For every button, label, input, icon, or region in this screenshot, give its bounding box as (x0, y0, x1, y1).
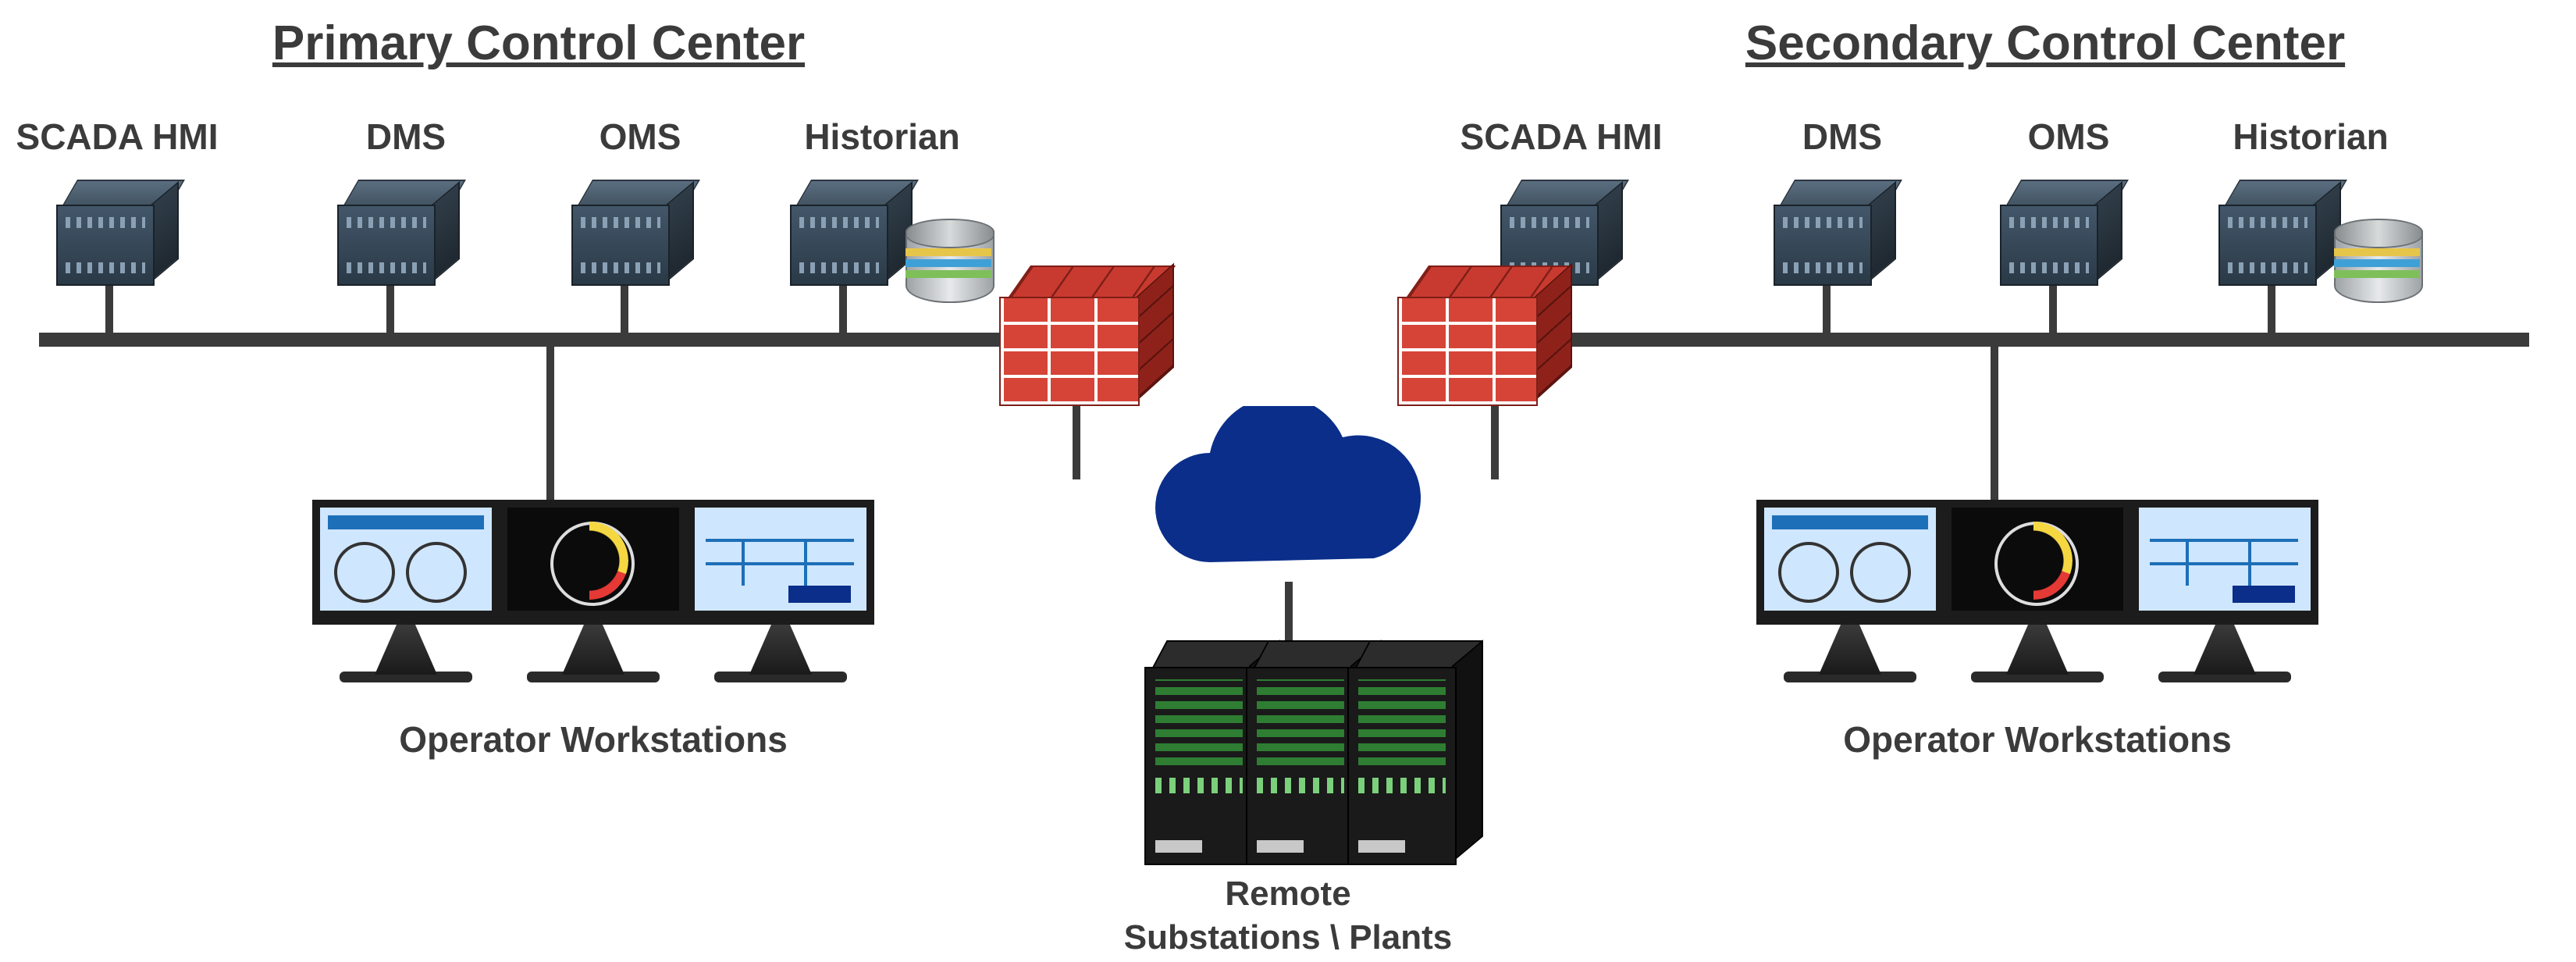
connector (546, 347, 554, 500)
label-oms-p: OMS (600, 116, 681, 158)
primary-title: Primary Control Center (272, 16, 805, 71)
label-dms-p: DMS (366, 116, 446, 158)
connector (839, 286, 847, 333)
cloud-icon (1140, 406, 1436, 609)
connector (1823, 286, 1831, 333)
label-scada-hmi-s: SCADA HMI (1461, 116, 1663, 158)
remote-label-1: Remote (1225, 875, 1350, 914)
server-icon (578, 180, 695, 289)
firewall-icon (999, 265, 1179, 429)
secondary-busbar (1483, 333, 2529, 347)
monitor-icon (2131, 500, 2318, 682)
connector (1991, 347, 1998, 500)
server-icon (2225, 180, 2342, 289)
server-icon (1780, 180, 1897, 289)
network-diagram: Primary Control Center Secondary Control… (0, 0, 2576, 962)
operator-label-p: Operator Workstations (399, 718, 788, 761)
firewall-icon (1397, 265, 1577, 429)
secondary-title: Secondary Control Center (1745, 16, 2345, 71)
monitor-icon (500, 500, 687, 682)
monitor-icon (312, 500, 500, 682)
connector (386, 286, 394, 333)
label-historian-s: Historian (2233, 116, 2388, 158)
server-icon (343, 180, 461, 289)
database-icon (906, 219, 991, 312)
connector (2049, 286, 2057, 333)
connector (105, 286, 113, 333)
rtu-icon (1350, 640, 1483, 875)
remote-label-2: Substations \ Plants (1124, 918, 1453, 957)
connector (2268, 286, 2275, 333)
label-scada-hmi-p: SCADA HMI (16, 116, 219, 158)
monitor-icon (1944, 500, 2131, 682)
server-icon (2006, 180, 2123, 289)
primary-busbar (39, 333, 1085, 347)
monitor-icon (1756, 500, 1944, 682)
server-icon (62, 180, 180, 289)
label-oms-s: OMS (2028, 116, 2110, 158)
operator-label-s: Operator Workstations (1843, 718, 2232, 761)
label-historian-p: Historian (804, 116, 959, 158)
server-icon (796, 180, 913, 289)
monitor-icon (687, 500, 874, 682)
connector (621, 286, 628, 333)
label-dms-s: DMS (1802, 116, 1882, 158)
database-icon (2334, 219, 2420, 312)
